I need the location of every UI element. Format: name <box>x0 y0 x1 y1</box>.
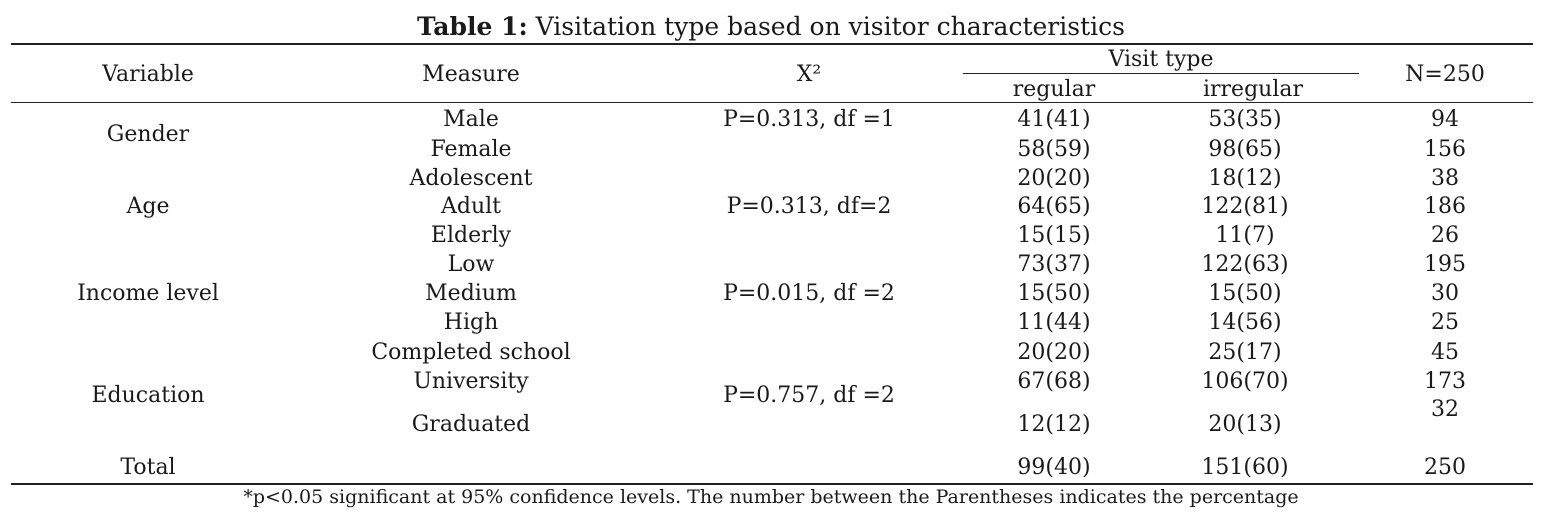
regular-cell: 12(12) <box>1017 412 1091 437</box>
header-n: N=250 <box>1405 62 1485 87</box>
header-chi-square: X² <box>796 62 822 87</box>
variable-age: Age <box>126 194 170 219</box>
top-rule <box>11 43 1533 45</box>
irregular-cell: 122(81) <box>1201 194 1289 219</box>
table-caption: Visitation type based on visitor charact… <box>527 12 1125 41</box>
irregular-cell: 98(65) <box>1208 137 1282 162</box>
n-cell: 26 <box>1431 223 1459 248</box>
chi-cell: P=0.757, df =2 <box>723 383 895 408</box>
n-cell: 32 <box>1431 397 1459 422</box>
irregular-cell: 20(13) <box>1208 412 1282 437</box>
measure-cell: Low <box>447 252 495 277</box>
measure-cell: Graduated <box>411 412 531 437</box>
irregular-cell: 15(50) <box>1208 281 1282 306</box>
bottom-rule <box>11 483 1533 485</box>
n-cell: 30 <box>1431 281 1459 306</box>
measure-cell: Completed school <box>371 340 571 365</box>
visit-type-rule <box>963 73 1359 74</box>
measure-cell: Elderly <box>430 223 512 248</box>
n-cell: 45 <box>1431 340 1459 365</box>
table-title: Table 1: Visitation type based on visito… <box>417 12 1125 42</box>
variable-gender: Gender <box>106 122 190 147</box>
variable-income: Income level <box>77 281 219 306</box>
n-cell: 94 <box>1431 107 1459 132</box>
irregular-cell: 106(70) <box>1201 369 1289 394</box>
measure-cell: Adult <box>440 194 502 219</box>
n-cell: 186 <box>1424 194 1466 219</box>
regular-cell: 11(44) <box>1017 310 1091 335</box>
total-regular: 99(40) <box>1017 455 1091 480</box>
irregular-cell: 122(63) <box>1201 252 1289 277</box>
total-n: 250 <box>1424 455 1466 480</box>
regular-cell: 20(20) <box>1017 166 1091 191</box>
measure-cell: High <box>443 310 499 335</box>
chi-cell: P=0.313, df=2 <box>726 194 892 219</box>
header-measure: Measure <box>422 62 520 87</box>
measure-cell: Adolescent <box>409 166 533 191</box>
irregular-cell: 14(56) <box>1208 310 1282 335</box>
regular-cell: 15(15) <box>1017 223 1091 248</box>
total-label: Total <box>120 455 176 480</box>
n-cell: 156 <box>1424 137 1466 162</box>
regular-cell: 58(59) <box>1017 137 1091 162</box>
table-number: Table 1: <box>417 12 528 41</box>
total-irregular: 151(60) <box>1201 455 1289 480</box>
chi-cell: P=0.313, df =1 <box>723 107 895 132</box>
n-cell: 25 <box>1431 310 1459 335</box>
footnote: *p<0.05 significant at 95% confidence le… <box>243 486 1299 508</box>
regular-cell: 67(68) <box>1017 369 1091 394</box>
measure-cell: Female <box>430 137 512 162</box>
n-cell: 195 <box>1424 252 1466 277</box>
header-regular: regular <box>1012 77 1096 102</box>
irregular-cell: 18(12) <box>1208 166 1282 191</box>
regular-cell: 20(20) <box>1017 340 1091 365</box>
regular-cell: 41(41) <box>1017 107 1091 132</box>
irregular-cell: 25(17) <box>1208 340 1282 365</box>
regular-cell: 15(50) <box>1017 281 1091 306</box>
irregular-cell: 11(7) <box>1215 223 1275 248</box>
n-cell: 38 <box>1431 166 1459 191</box>
variable-education: Education <box>91 383 205 408</box>
header-variable: Variable <box>102 62 194 87</box>
measure-cell: Male <box>443 107 499 132</box>
measure-cell: University <box>413 369 529 394</box>
chi-cell: P=0.015, df =2 <box>723 281 895 306</box>
header-rule <box>11 102 1533 103</box>
header-irregular: irregular <box>1202 77 1304 102</box>
irregular-cell: 53(35) <box>1208 107 1282 132</box>
header-visit-type: Visit type <box>1108 47 1214 72</box>
measure-cell: Medium <box>425 281 517 306</box>
regular-cell: 64(65) <box>1017 194 1091 219</box>
n-cell: 173 <box>1424 369 1466 394</box>
regular-cell: 73(37) <box>1017 252 1091 277</box>
